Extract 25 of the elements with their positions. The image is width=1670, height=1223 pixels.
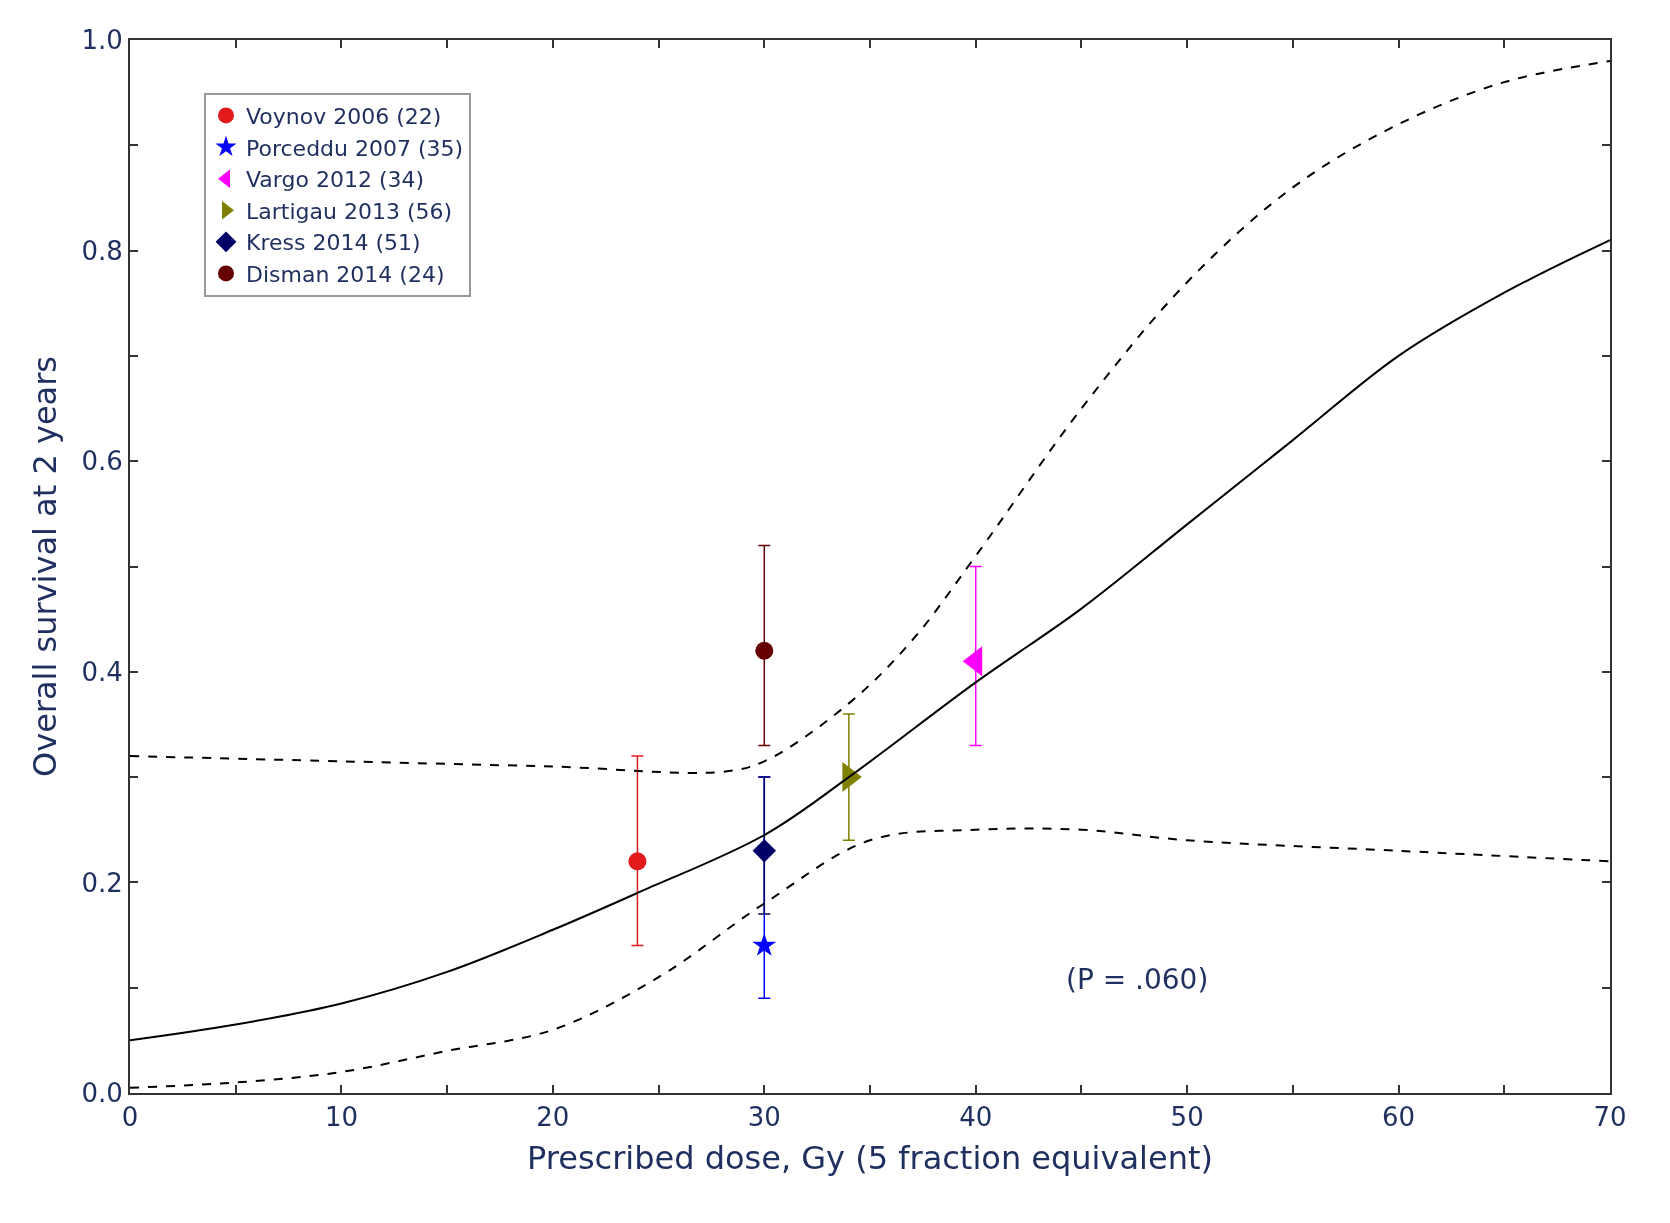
y-tick-label: 1.0: [81, 25, 123, 56]
x-tick-label: 30: [747, 1102, 781, 1133]
legend-label: Porceddu 2007 (35): [246, 135, 464, 161]
x-tick-label: 40: [959, 1102, 993, 1133]
y-axis-title: Overall survival at 2 years: [26, 356, 65, 777]
x-axis-title: Prescribed dose, Gy (5 fraction equivalent): [527, 1138, 1213, 1177]
legend-label: Disman 2014 (24): [246, 262, 445, 288]
y-tick-label: 0.0: [81, 1078, 123, 1109]
y-tick-label: 0.8: [81, 235, 123, 266]
x-tick-label: 60: [1382, 1102, 1416, 1133]
y-tick-label: 0.6: [81, 446, 123, 477]
line-series: [130, 60, 1610, 774]
x-tick-label: 0: [121, 1102, 139, 1133]
x-tick-label: 10: [324, 1102, 358, 1133]
legend-label: Lartigau 2013 (56): [246, 198, 453, 224]
y-tick-label: 0.2: [81, 867, 123, 898]
legend-label: Vargo 2012 (34): [246, 167, 425, 193]
x-tick-label: 20: [536, 1102, 570, 1133]
x-tick-label: 70: [1593, 1102, 1627, 1133]
y-tick-label: 0.4: [81, 656, 123, 687]
annotation: (P = .060): [1066, 963, 1209, 996]
line-series: [130, 827, 1610, 1089]
x-tick-label: 50: [1170, 1102, 1204, 1133]
legend-label: Voynov 2006 (22): [246, 104, 442, 130]
legend-label: Kress 2014 (51): [246, 230, 421, 256]
